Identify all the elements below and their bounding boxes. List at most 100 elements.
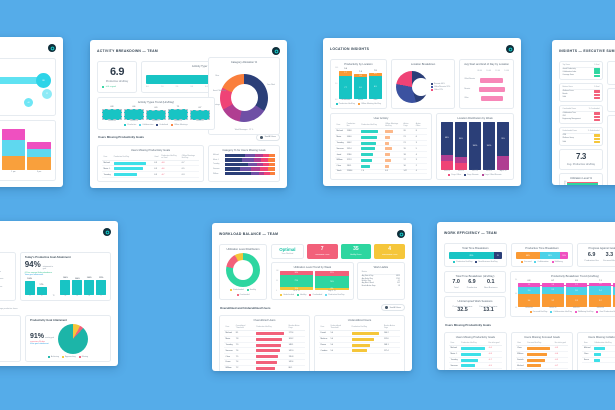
panel-utilization-trend[interactable]: Utilization Level Trend by Week 100 50 0 1… <box>271 262 354 300</box>
heat-row[interactable]: Vanessa <box>213 167 275 171</box>
dashboard-workload-balance[interactable]: Workload Balance — Team Utilization Leve… <box>212 223 412 371</box>
bar-column[interactable]: 68% Jul 03 '23 <box>440 122 453 172</box>
panel-hour-bars[interactable]: Activity by Hour of Day 9 am 11 am 1 pm … <box>0 120 56 181</box>
status-row[interactable]: 44% Inactive now <box>0 285 3 288</box>
bar-column[interactable]: 7.8 0.9 6.9 Office <box>368 68 382 101</box>
table-row[interactable]: Jared 128.6 18 4 <box>335 151 427 159</box>
panel-bottom-users[interactable]: Bottom Users% Goal Wellness Focus Breaks… <box>559 83 603 103</box>
bubble-point[interactable]: 44 <box>24 98 33 107</box>
bar-column[interactable]: 1 pm <box>1 129 26 173</box>
panel-total-time-hrs[interactable]: Total Time Breakdown (Hrs/Day) 7.0 Total … <box>444 271 506 293</box>
panel-utilization-distribution[interactable]: Utilization Level Distribution Underload… <box>219 244 267 300</box>
bar-column[interactable]: 100% T6 <box>84 277 95 297</box>
panel-bubbles[interactable]: Productive Hours · ID 88 67 52 44 Points… <box>0 58 56 116</box>
startend-row[interactable]: Office/Remote <box>464 77 509 83</box>
panel-progress-against-goals[interactable]: Progress Against Goals (Hrs/Day) 6.9Prod… <box>577 243 615 267</box>
table-row[interactable]: Michael -0.6 <box>449 345 502 352</box>
table-row[interactable]: Maria 146.0 21 6 <box>335 134 427 141</box>
bar-column[interactable]: 6.6 2023-07-10 <box>124 106 144 122</box>
panel-avg-productive[interactable]: 7.3 Avg. Productive Hrs/Day <box>559 149 603 171</box>
table-row[interactable]: William 122.3 17 3 <box>335 157 427 164</box>
table-row[interactable]: Maria 7.8 163.2 <box>224 336 305 343</box>
gear-icon[interactable] <box>506 45 514 53</box>
bar-column[interactable]: 100% Jul 17 '23 <box>468 122 481 172</box>
table-row[interactable]: William -0.4 <box>515 351 569 358</box>
panel-productivity-breakdown-trend[interactable]: Productivity Breakdown Trend (Hrs/Day) 8… <box>510 271 615 317</box>
table-row[interactable]: Vanessa 132.4 19 5 <box>335 145 427 153</box>
table-row[interactable]: Clara -0.3 <box>515 345 569 352</box>
table-row[interactable]: Tuesday 7.9 148.1 <box>224 342 305 349</box>
panel-activity-trend[interactable]: Activity Types Trend (Hrs/Day) 6.8 2023-0… <box>97 97 215 130</box>
dashboard-location-insights[interactable]: Location Insights Productivity by Locati… <box>323 38 521 186</box>
see-all-users-button[interactable]: See All Users <box>381 304 405 311</box>
panel-today-goal-attainment[interactable]: Today's Productive Goal Attainment 94% a… <box>19 252 111 301</box>
table-row[interactable]: Karen 7.4 142.4 <box>224 359 305 366</box>
table-row[interactable]: Tuesday 140.2 21 3 <box>335 140 427 147</box>
table-row[interactable]: Karen2.1 <box>582 357 615 364</box>
panel-overloaded-users[interactable]: Overloaded Users% Overloaded Collaborati… <box>559 105 603 125</box>
panel-overutilized-users[interactable]: Overutilized Users User Overutilized Thre… <box>219 315 310 371</box>
panel-underutilized-users[interactable]: Underutilized Users User Underutilized Th… <box>314 315 405 371</box>
panel-missing-focused-goals[interactable]: Users Missing Focused Goals User Focused … <box>510 332 574 370</box>
bar-column[interactable]: 3 pm <box>27 129 51 173</box>
table-row[interactable]: Clara 7.5 135.8 <box>224 353 305 361</box>
table-row[interactable]: Tuesday -0.7 <box>449 357 502 364</box>
bar-column[interactable]: 6.8 2023-07-03 <box>102 106 122 122</box>
panel-office-visibility[interactable]: Visibility Active users today 56% active… <box>0 252 16 301</box>
view-goal-attainment-link[interactable]: View goal attainment <box>24 273 44 276</box>
panel-category-donut[interactable]: Category Allocation % Other Email / Well… <box>208 57 280 135</box>
table-row[interactable]: Michael 8.1 177.4 <box>224 330 305 337</box>
status-row[interactable]: 18% Previous zone <box>0 278 4 280</box>
panel-top-users[interactable]: Top Users% Goal Grand Productivity Colla… <box>559 61 603 81</box>
table-row[interactable]: Daniela -0.5 <box>515 357 569 364</box>
bar-column[interactable]: 57% T2 <box>36 277 47 297</box>
table-row[interactable]: Michael2.0 <box>582 345 615 352</box>
heat-row[interactable]: Maria J. <box>213 158 275 162</box>
dashboard-organization-overview[interactable]: Organization Overview Office Visibility … <box>0 221 118 366</box>
panel-user-activity-table[interactable]: User Activity User Productive Hrs Product… <box>330 113 432 180</box>
panel-kpi-productive[interactable]: 6.9 Productive Hrs/Day +0.4 vs goal <box>97 61 137 94</box>
panel-missing-productivity-goals[interactable]: Users Missing Productivity Goals User Pro… <box>444 332 507 370</box>
bar-column[interactable]: T3 <box>52 296 55 297</box>
bar-column[interactable]: 9.4 1.7 7.7 Office/Remote <box>339 68 353 101</box>
bar-column[interactable]: 22% 70% 8% Aug 07 '23 <box>315 271 349 292</box>
startend-row[interactable]: Office <box>464 95 509 101</box>
panel-workload-pie[interactable]: Workload 49% Optimal workload vs previou… <box>0 315 21 362</box>
gear-icon[interactable] <box>397 230 405 238</box>
bar-column[interactable]: 80% Jul 10 '23 <box>454 122 467 172</box>
gear-icon[interactable] <box>48 44 56 52</box>
bar-column[interactable]: 18% 71% 11% Jul 31 '23 <box>279 271 314 292</box>
table-row[interactable]: Michael 138.8 20 8 <box>335 128 427 135</box>
bar-column[interactable]: 100% T1 <box>24 277 35 297</box>
panel-start-end-of-day[interactable]: Avg Start and End of Day by Location 08:… <box>459 59 514 109</box>
panel-location-breakdown[interactable]: Location Breakdown Remote 46% Office/Rem… <box>390 59 456 109</box>
panel-productive-time-breakdown[interactable]: Productive Time Breakdown 46% 38% 16% Fo… <box>510 243 574 267</box>
chip-overloaded[interactable]: 7 Overloaded Users <box>306 244 338 259</box>
view-goal-attainment-link[interactable]: View goal attainment <box>30 343 49 345</box>
table-row[interactable]: Vanessa 7.6 142.0 <box>224 347 305 355</box>
table-row[interactable]: Maria J. 6.9 -0.6 0.5 <box>102 165 199 173</box>
bubble-point[interactable]: 88 <box>36 73 51 88</box>
chip-underloaded[interactable]: 4 Underloaded Users <box>374 244 405 259</box>
panel-uninterrupted-sessions[interactable]: Uninterrupted Work Sessions Productive S… <box>444 295 506 318</box>
table-row[interactable]: Daniel 5.0 104.2 <box>319 330 400 337</box>
bar-column[interactable]: 7.4 0.9 6.5 Remote <box>354 68 367 101</box>
bar-column[interactable]: 100% T4 <box>60 277 71 297</box>
panel-total-time-breakdown[interactable]: Total Time Breakdown 85% 15 Productive H… <box>444 243 507 267</box>
view-activity-link[interactable]: View Activity <box>0 291 11 293</box>
panel-productivity-goal-pie[interactable]: Productivity Goal Attainment 91% meeting… <box>25 315 111 362</box>
bar-column[interactable]: 100% T5 <box>72 277 83 297</box>
bar-column[interactable]: 111% T7 <box>96 277 107 297</box>
bar-column[interactable]: 6.7 2023-07-31 <box>190 106 210 122</box>
panel-location-distribution[interactable]: Location Distribution by Week 68% Jul 03 … <box>435 113 514 180</box>
panel-underloaded-users[interactable]: Underloaded Users% Underloaded CRM Welln… <box>559 127 603 147</box>
panel-productivity-by-location[interactable]: Productivity by Location 10.0 5.0 0.0 9.4 1… <box>330 59 387 109</box>
heat-row[interactable]: William <box>213 171 275 176</box>
